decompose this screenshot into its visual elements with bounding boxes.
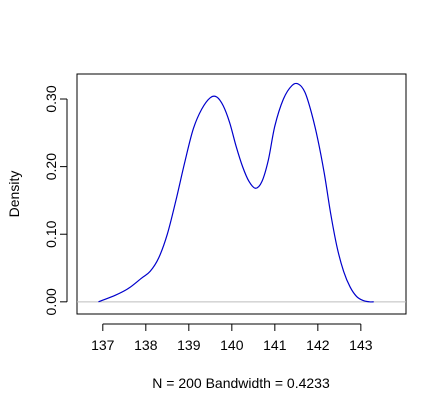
x-tick-label: 139 [177,337,201,353]
x-tick-label: 137 [91,337,115,353]
density-point [158,257,159,258]
density-point [356,296,357,297]
density-point [373,301,374,302]
x-tick-label: 141 [263,337,287,353]
density-point [242,166,243,167]
density-point [210,97,211,98]
density-point [349,286,350,287]
y-tick-label: 0.30 [43,85,59,112]
density-point [115,294,116,295]
density-point [150,271,151,272]
x-tick-label: 143 [349,337,373,353]
density-point [175,200,176,201]
density-point [248,181,249,182]
density-points [98,84,374,303]
density-point [324,173,325,174]
density-point [229,122,230,123]
density-point [223,105,224,106]
density-curve [98,82,374,303]
density-point [317,139,318,140]
density-point [98,301,99,302]
density-point [167,234,168,235]
density-point [369,301,370,302]
density-point [337,247,338,248]
density-point [362,300,363,301]
density-point [216,96,217,97]
y-tick-label: 0.00 [43,288,59,315]
density-point [283,98,284,99]
density-point [298,84,299,85]
y-axis: 0.00 0.10 0.20 0.30 [43,85,68,315]
x-axis-label: N = 200 Bandwidth = 0.4233 [152,375,330,391]
y-tick-label: 0.10 [43,220,59,247]
density-point [193,129,194,130]
x-tick-label: 142 [306,337,330,353]
density-point [236,146,237,147]
y-tick-label: 0.20 [43,153,59,180]
density-point [330,213,331,214]
x-tick-label: 140 [220,337,244,353]
y-axis-label: Density [6,171,22,218]
plot-frame [76,73,407,315]
x-axis: 137 138 139 140 141 142 143 [91,323,373,353]
density-point [261,181,262,182]
x-tick-label: 138 [134,337,158,353]
density-point [128,288,129,289]
density-point [201,109,202,110]
density-point [141,278,142,279]
density-point [268,159,269,160]
density-point [255,188,256,189]
density-point [304,92,305,93]
density-point [274,125,275,126]
density-point [184,163,185,164]
density-point [291,85,292,86]
density-point [343,271,344,272]
density-point [311,112,312,113]
